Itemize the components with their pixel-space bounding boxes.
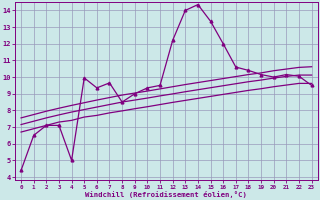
X-axis label: Windchill (Refroidissement éolien,°C): Windchill (Refroidissement éolien,°C) — [85, 191, 247, 198]
